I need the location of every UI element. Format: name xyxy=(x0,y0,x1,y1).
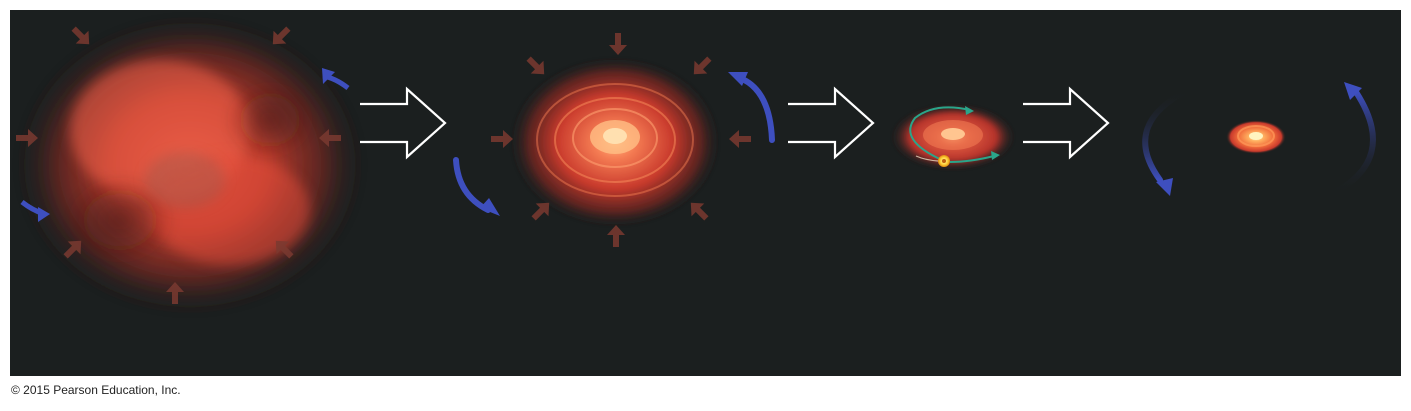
transition-arrow-3 xyxy=(1023,86,1110,160)
inward-arrow-icon xyxy=(522,52,551,81)
right-arrow-icon xyxy=(788,86,875,160)
gas-cloud xyxy=(15,15,365,315)
diagram-svg xyxy=(15,15,1376,315)
rotation-arrows-stage-4 xyxy=(1142,82,1376,198)
orbit-path xyxy=(909,106,1000,163)
right-arrow-icon xyxy=(360,86,447,160)
inward-arrow-icon xyxy=(729,130,751,148)
copyright-notice: © 2015 Pearson Education, Inc. xyxy=(11,383,181,397)
stage-orbiting-disk xyxy=(891,104,1015,170)
rotation-arrow-stage-2 xyxy=(728,72,775,143)
rotation-arrow-icon xyxy=(453,157,491,213)
orbiting-disk xyxy=(891,104,1015,170)
spiral-disk xyxy=(510,57,720,227)
rotation-arrow-icon xyxy=(737,75,775,143)
planet-star-icon xyxy=(938,155,950,167)
rotation-arrow-icon xyxy=(1142,87,1191,183)
transition-arrow-2 xyxy=(788,86,875,160)
diagram-canvas xyxy=(10,10,1401,376)
small-bright-disk xyxy=(1226,120,1286,154)
rotation-arrows-stage-1 xyxy=(20,68,350,222)
inward-arrow-icon xyxy=(609,33,627,55)
stage-contracting-cloud xyxy=(15,15,365,315)
transition-arrow-1 xyxy=(360,86,447,160)
orbit-line xyxy=(909,106,971,161)
rotation-arrow-between-1-2 xyxy=(453,157,500,216)
rotation-arrow-icon xyxy=(1327,89,1376,198)
inward-arrow-icon xyxy=(607,225,625,247)
right-arrow-icon xyxy=(1023,86,1110,160)
inward-arrow-icon xyxy=(687,52,716,81)
inward-arrow-icon xyxy=(491,130,513,148)
stage-spinning-disk xyxy=(491,33,775,247)
stage-remaining-star xyxy=(1142,82,1376,198)
